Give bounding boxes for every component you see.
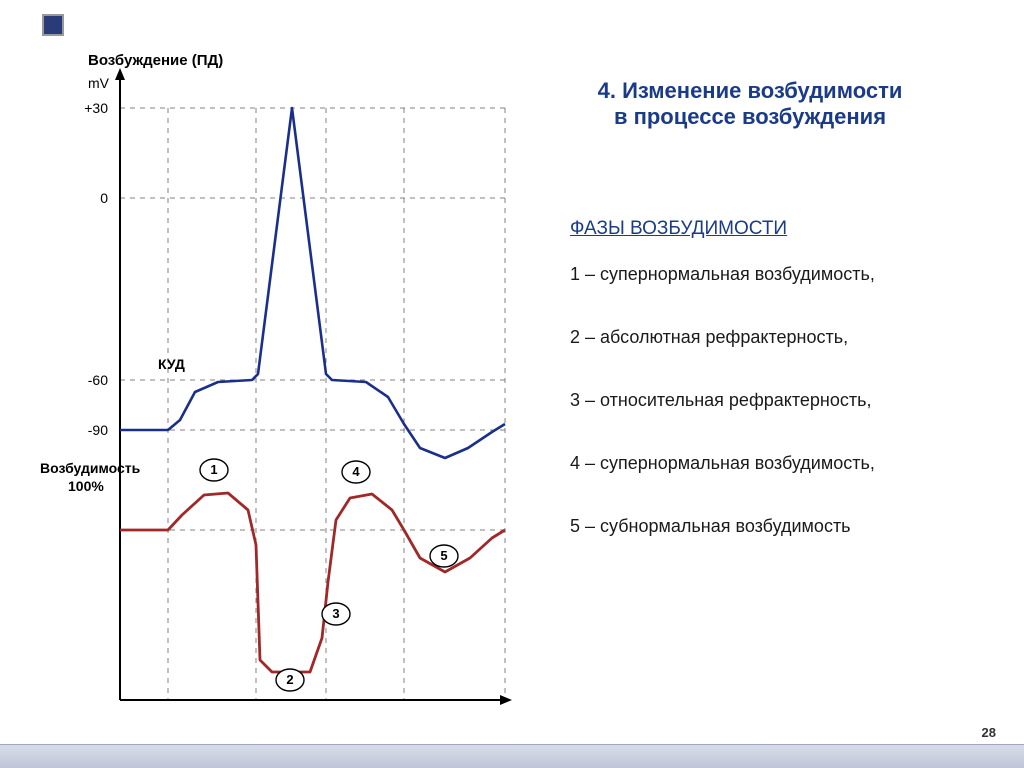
legend-item: 4 – супернормальная возбудимость,	[570, 451, 950, 475]
excitability-label: Возбудимость	[40, 460, 140, 476]
legend-item: 2 – абсолютная рефрактерность,	[570, 325, 950, 349]
slide-title: 4. Изменение возбудимости в процессе воз…	[550, 78, 950, 130]
page-number: 28	[982, 725, 996, 740]
axis-label-top: Возбуждение (ПД)	[88, 52, 223, 69]
svg-text:3: 3	[332, 606, 339, 621]
title-line1: 4. Изменение возбудимости	[550, 78, 950, 104]
svg-text:1: 1	[210, 462, 217, 477]
legend-item: 3 – относительная рефрактерность,	[570, 388, 950, 412]
svg-text:+30: +30	[84, 100, 108, 116]
kud-label: КУД	[158, 356, 185, 372]
title-line2: в процессе возбуждения	[550, 104, 950, 130]
legend-heading: ФАЗЫ ВОЗБУДИМОСТИ	[570, 218, 787, 240]
excitability-pct: 100%	[68, 478, 104, 494]
svg-text:-90: -90	[88, 422, 108, 438]
svg-text:-60: -60	[88, 372, 108, 388]
svg-text:5: 5	[440, 548, 447, 563]
svg-text:0: 0	[100, 190, 108, 206]
svg-text:4: 4	[352, 464, 360, 479]
footer-bar	[0, 744, 1024, 768]
legend-item: 1 – супернормальная возбудимость,	[570, 262, 950, 286]
svg-text:2: 2	[286, 672, 293, 687]
axis-unit: mV	[88, 75, 109, 91]
legend-item: 5 – субнормальная возбудимость	[570, 514, 950, 538]
